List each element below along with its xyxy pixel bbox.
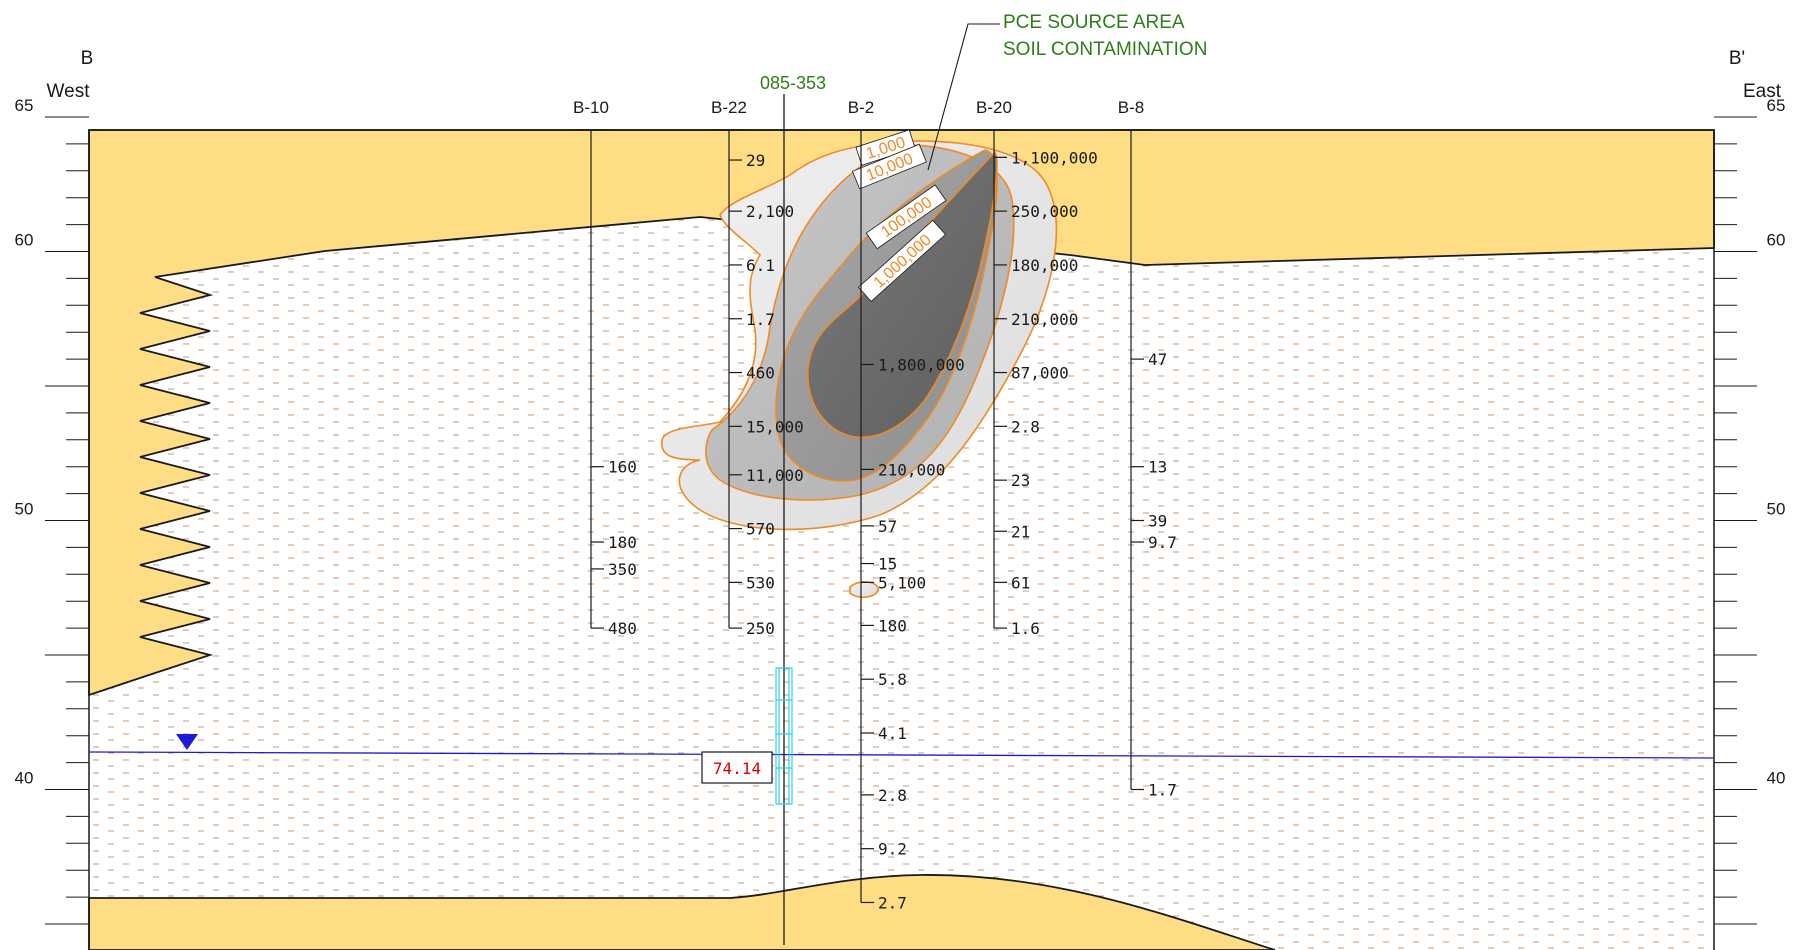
sample-concentration: 61 [1011,573,1030,592]
boring-id-label: B-22 [711,98,747,117]
lower-sand-layer [88,874,1276,950]
sample-concentration: 210,000 [1011,310,1078,329]
sample-concentration: 5,100 [878,573,926,592]
sample-concentration: 4.1 [878,724,907,743]
sample-concentration: 23 [1011,471,1030,490]
left-elevation-label: 60 [15,231,34,250]
sample-concentration: 480 [608,619,637,638]
left-elevation-scale: 65 60 50 40 [15,96,89,925]
section-frame [88,129,1715,950]
sample-concentration: 1,800,000 [878,355,965,374]
left-elevation-label: 65 [15,96,34,115]
sample-concentration: 2,100 [746,202,794,221]
boring-id-label: B-20 [976,98,1012,117]
right-elevation-label: 40 [1767,769,1786,788]
sample-concentration: 1.7 [1148,781,1177,800]
water-level-box [701,751,773,784]
west-end-letter: B [81,48,94,69]
sample-concentration: 5.8 [878,670,907,689]
sample-concentration: 15,000 [746,417,804,436]
monitoring-well: 085-353 74.14 [701,73,826,945]
boring-b-8: B-8 47 13 39 9.7 1.7 [1111,98,1177,800]
right-elevation-label: 65 [1767,96,1786,115]
callout-line-2: SOIL CONTAMINATION [1003,39,1207,60]
sample-concentration: 570 [746,520,775,539]
source-area-callout: PCE SOURCE AREA SOIL CONTAMINATION [927,12,1207,171]
sample-concentration: 2.7 [878,893,907,912]
sample-concentration: 1,100,000 [1011,148,1098,167]
sample-concentration: 9.2 [878,840,907,859]
left-elevation-label: 40 [15,769,34,788]
sample-concentration: 530 [746,573,775,592]
borings: B-10 160 180 350 480 B-22 29 2,100 6.1 1.7 460 15,0… [571,98,1177,912]
water-table-line [88,751,1715,759]
sample-concentration: 9.7 [1148,533,1177,552]
sample-concentration: 180,000 [1011,256,1078,275]
sample-concentration: 11,000 [746,466,804,485]
sample-concentration: 39 [1148,512,1167,531]
sample-concentration: 250,000 [1011,202,1078,221]
callout-leader [927,23,1000,171]
sample-concentration: 15 [878,555,897,574]
boring-b-2: B-2 1,800,000 210,000 57 155,100 180 5.8 4.1 2.8… [841,98,965,912]
boring-b-20: B-20 1,100,000 250,000 180,000 210,000 87,000… [974,98,1098,638]
sample-concentration: 1.6 [1011,619,1040,638]
sample-concentration: 180 [878,616,907,635]
boring-id-label: B-10 [573,98,609,117]
sample-concentration: 21 [1011,522,1030,541]
sample-concentration: 350 [608,560,637,579]
sample-concentration: 2.8 [1011,417,1040,436]
west-direction-label: West [47,81,91,102]
sample-concentration: 210,000 [878,460,945,479]
water-table [88,734,1715,759]
sample-concentration: 47 [1148,350,1167,369]
right-elevation-label: 50 [1767,500,1786,519]
sample-concentration: 29 [746,151,765,170]
well-screen [775,667,793,805]
sample-concentration: 1.7 [746,310,775,329]
east-end-letter: B' [1729,48,1745,69]
left-elevation-label: 50 [15,500,34,519]
section-end-east: B' East [1729,48,1782,102]
callout-line-1: PCE SOURCE AREA [1003,12,1185,33]
water-level-label: 74.14 [713,759,761,778]
sample-concentration: 6.1 [746,256,775,275]
boring-id-label: B-8 [1118,98,1144,117]
sample-concentration: 180 [608,533,637,552]
sample-concentration: 87,000 [1011,364,1069,383]
sample-concentration: 160 [608,458,637,477]
sample-concentration: 57 [878,517,897,536]
sample-concentration: 2.8 [878,786,907,805]
right-elevation-scale: 65 60 50 40 [1714,96,1786,925]
contour-1000-lens [849,581,879,599]
boring-b-10: B-10 160 180 350 480 [571,98,637,638]
boring-id-label: B-2 [848,98,874,117]
boring-b-22: B-22 29 2,100 6.1 1.7 460 15,000 11,000 570 530 25… [709,98,804,638]
east-direction-label: East [1743,81,1782,102]
sample-concentration: 250 [746,619,775,638]
sample-concentration: 13 [1148,458,1167,477]
well-id-label: 085-353 [760,73,826,93]
section-end-west: B West [47,48,94,102]
water-table-triangle-icon [176,734,198,750]
sample-concentration: 460 [746,364,775,383]
right-elevation-label: 60 [1767,231,1786,250]
upper-sand-layer [88,129,1715,697]
